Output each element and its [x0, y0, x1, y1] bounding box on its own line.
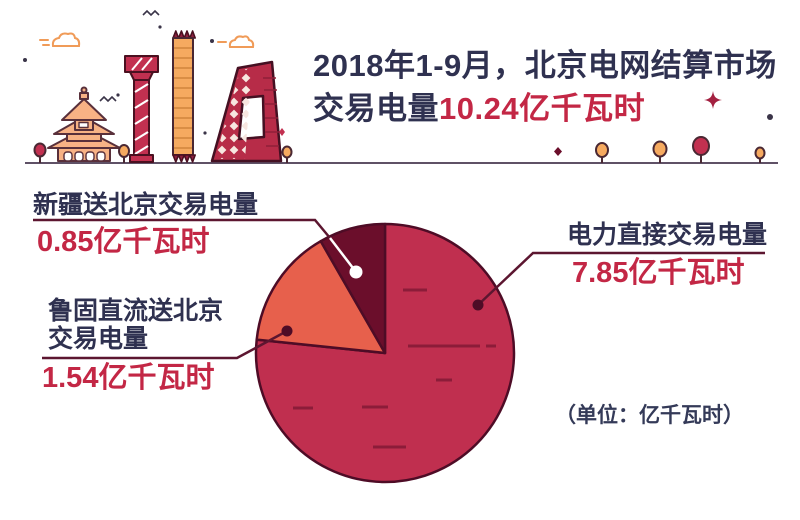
title-line-2: 交易电量10.24亿千瓦时 — [313, 87, 777, 130]
leader-dot-xinjiang — [349, 265, 363, 279]
callout-lugu: 鲁固直流送北京 交易电量 — [48, 297, 223, 353]
callout-xinjiang-name: 新疆送北京交易电量 — [33, 191, 259, 219]
page-title: 2018年1-9月，北京电网结算市场 交易电量10.24亿千瓦时 — [313, 44, 777, 130]
callout-direct: 电力直接交易电量 — [567, 221, 767, 249]
callout-xinjiang-value-wrap: 0.85亿千瓦时 — [37, 226, 209, 258]
callout-xinjiang: 新疆送北京交易电量 — [33, 191, 258, 219]
birds-icon — [99, 95, 117, 103]
pie-slices — [254, 222, 516, 484]
leader-xinjiang — [33, 218, 331, 239]
sparkle-diamond-icon — [554, 147, 562, 156]
callout-lugu-value-wrap: 1.54亿千瓦时 — [42, 362, 214, 394]
unit-note: （单位：亿千瓦时） — [555, 404, 744, 427]
title-line-2-prefix: 交易电量 — [313, 91, 439, 126]
decor-dots — [23, 25, 773, 135]
leader-dot-lugu — [281, 325, 293, 337]
pie-slice-lugu — [255, 239, 387, 355]
title-line-1: 2018年1-9月，北京电网结算市场 — [313, 48, 777, 83]
leader-direct — [477, 251, 765, 306]
citic-tower-icon — [172, 30, 196, 163]
squiggle-icon — [142, 9, 160, 17]
callout-lugu-name-line2: 交易电量 — [48, 325, 149, 353]
callout-xinjiang-value: 0.85亿千瓦时 — [37, 226, 210, 258]
callout-direct-value: 7.85亿千瓦时 — [572, 257, 745, 289]
callout-lugu-value: 1.54亿千瓦时 — [42, 362, 215, 394]
pie-texture-dashes — [293, 288, 496, 449]
title-total-value: 10.24亿千瓦时 — [439, 91, 646, 126]
header-illustration — [23, 9, 778, 164]
leader-lugu — [42, 329, 288, 360]
cloud-icon — [39, 32, 81, 47]
cctv-building-icon — [210, 60, 283, 163]
temple-of-heaven-icon — [47, 86, 121, 162]
sparkle-diamond-icon — [279, 128, 285, 136]
leader-dot-direct — [472, 299, 484, 311]
callout-direct-value-wrap: 7.85亿千瓦时 — [572, 257, 744, 289]
tree-icon — [33, 136, 766, 163]
callout-direct-name: 电力直接交易电量 — [567, 221, 768, 249]
callout-lugu-name-line1: 鲁固直流送北京 — [48, 297, 224, 325]
cloud-icon — [217, 35, 255, 48]
monument-tower-icon — [124, 55, 159, 163]
leader-xinjiang-inner — [329, 237, 363, 279]
pie-slice-xinjiang — [319, 222, 387, 355]
sparkle-icon — [704, 91, 722, 109]
